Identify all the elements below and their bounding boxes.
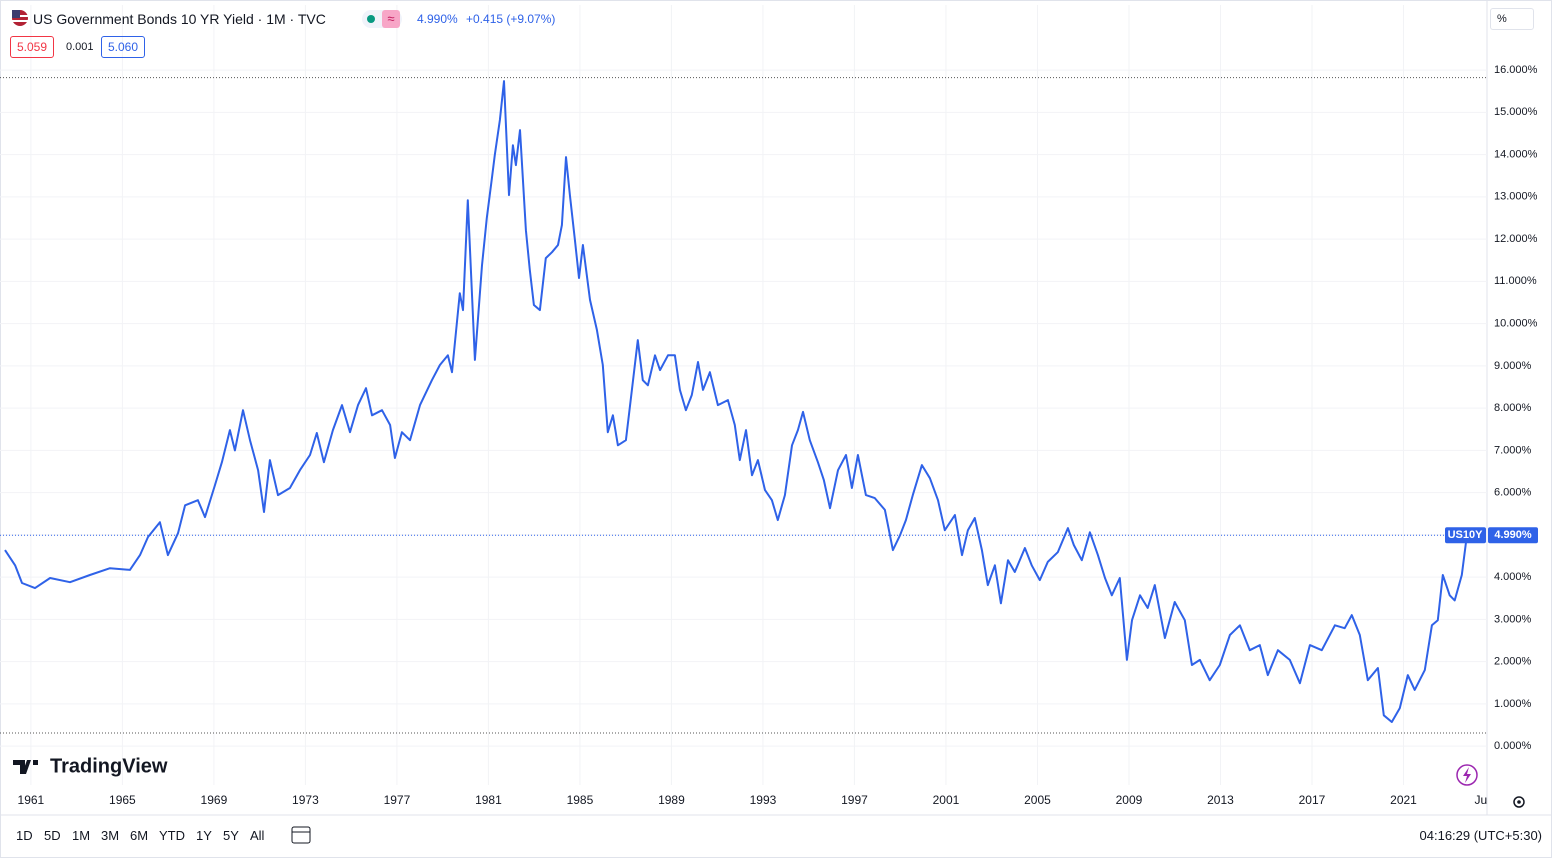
y-tick-label: 3.000% <box>1494 613 1532 625</box>
range-button[interactable]: YTD <box>159 828 185 843</box>
y-tick-label: 8.000% <box>1494 402 1532 414</box>
range-button[interactable]: 3M <box>101 828 120 843</box>
range-button[interactable]: All <box>250 828 265 843</box>
x-tick-label: 2017 <box>1299 793 1326 807</box>
range-button[interactable]: 1D <box>16 828 33 843</box>
y-tick-label: 9.000% <box>1494 360 1532 372</box>
last-price: 4.990% <box>417 12 458 26</box>
y-tick-label: 6.000% <box>1494 487 1532 499</box>
y-tick-label: 10.000% <box>1494 317 1538 329</box>
logo-text: TradingView <box>50 755 168 777</box>
unit-box[interactable]: % <box>1490 8 1534 30</box>
x-tick-label: 1965 <box>109 793 136 807</box>
flag-icon <box>12 10 28 26</box>
y-tick-label: 12.000% <box>1494 233 1538 245</box>
tradingview-logo: TradingView <box>13 755 168 777</box>
price-change: +0.415 (+9.07%) <box>466 12 556 26</box>
lightning-icon[interactable] <box>1456 764 1478 786</box>
x-tick-label: 1977 <box>384 793 411 807</box>
symbol-tag <box>1445 527 1486 544</box>
x-tick-label: 1985 <box>567 793 594 807</box>
lightning-glyph <box>1463 767 1471 783</box>
y-tick-label: 15.000% <box>1494 106 1538 118</box>
x-tick-label: 1989 <box>658 793 685 807</box>
price-tag <box>1488 527 1538 544</box>
x-tick-label: 2009 <box>1116 793 1143 807</box>
y-tick-label: 2.000% <box>1494 656 1532 668</box>
x-tick-label: 2021 <box>1390 793 1417 807</box>
status-badge[interactable]: ≈ <box>362 10 402 28</box>
y-tick-label: 0.000% <box>1494 740 1532 752</box>
range-button[interactable]: 5Y <box>223 828 239 843</box>
logo-mark <box>13 760 38 774</box>
settings-icon[interactable] <box>1513 796 1525 808</box>
x-tick-label: 1969 <box>201 793 228 807</box>
pane <box>0 5 1487 785</box>
range-button[interactable]: 1M <box>72 828 91 843</box>
symbol-title[interactable]: US Government Bonds 10 YR Yield · 1M · T… <box>33 11 326 27</box>
x-tick-label: 1981 <box>475 793 502 807</box>
price-line <box>4 80 1468 723</box>
x-tick-label: 1961 <box>18 793 45 807</box>
range-button[interactable]: 6M <box>130 828 149 843</box>
x-tick-label: 1997 <box>841 793 868 807</box>
spread: 0.001 <box>66 41 94 53</box>
calendar-icon[interactable] <box>291 826 311 844</box>
y-tick-label: 16.000% <box>1494 64 1538 76</box>
range-button[interactable]: 1Y <box>196 828 212 843</box>
flag <box>12 10 28 29</box>
x-tick-label: 2001 <box>933 793 960 807</box>
range-button[interactable]: 5D <box>44 828 61 843</box>
ask-box[interactable]: 5.060 <box>101 36 146 58</box>
y-tick-label: 7.000% <box>1494 444 1532 456</box>
settings-icon-center <box>1517 800 1521 804</box>
x-tick-label: 2013 <box>1207 793 1234 807</box>
clock: 04:16:29 (UTC+5:30) <box>1419 828 1542 843</box>
x-tick-label: 2005 <box>1024 793 1051 807</box>
y-tick-label: 11.000% <box>1494 275 1537 287</box>
symbol-tag-text: US10Y <box>1448 529 1484 541</box>
x-tick-label: Ju <box>1474 793 1487 807</box>
y-tick-label: 1.000% <box>1494 698 1532 710</box>
y-tick-label: 14.000% <box>1494 148 1538 160</box>
x-tick-label: 1973 <box>292 793 319 807</box>
x-tick-label: 1993 <box>750 793 777 807</box>
price-tag-text: 4.990% <box>1494 529 1532 541</box>
y-tick-label: 13.000% <box>1494 191 1538 203</box>
bid-box[interactable]: 5.059 <box>10 36 55 58</box>
y-tick-label: 4.000% <box>1494 571 1532 583</box>
